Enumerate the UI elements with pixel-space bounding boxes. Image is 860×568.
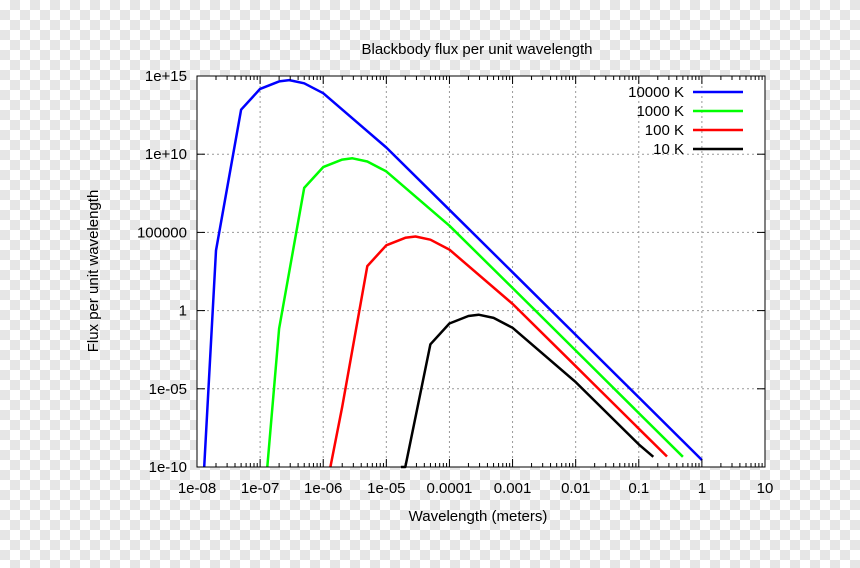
y-tick-label: 1e+15 [145, 68, 187, 85]
x-tick-label: 0.001 [494, 480, 532, 497]
y-tick-label: 100000 [137, 224, 187, 241]
series-line [266, 157, 684, 468]
series-line [202, 78, 703, 468]
x-axis-label: Wavelength (meters) [409, 508, 548, 525]
x-tick-label: 1e-06 [304, 480, 342, 497]
legend-label: 100 K [645, 122, 684, 139]
x-tick-label: 1e-07 [241, 480, 279, 497]
grid [197, 76, 765, 467]
x-tick-label: 0.01 [561, 480, 590, 497]
x-tick-label: 1e-05 [367, 480, 405, 497]
plot-frame [196, 75, 766, 468]
legend: 10000 K 1000 K 100 K 10 K [628, 84, 743, 158]
y-tick-label: 1e+10 [145, 146, 187, 163]
x-tick-label: 0.1 [628, 480, 649, 497]
series-line [329, 235, 668, 468]
x-tick-label: 10 [757, 480, 774, 497]
y-axis-label: Flux per unit wavelength [85, 190, 102, 353]
legend-label: 1000 K [636, 103, 684, 120]
series-lines [202, 78, 703, 469]
legend-label: 10 K [653, 141, 684, 158]
y-tick-label: 1e-05 [149, 381, 187, 398]
y-tick-label: 1e-10 [149, 459, 187, 476]
x-tick-label: 1e-08 [178, 480, 216, 497]
plot-background [197, 76, 765, 467]
y-tick-labels: 1e-10 1e-05 1 100000 1e+10 1e+15 [137, 68, 187, 476]
legend-label: 10000 K [628, 84, 684, 101]
series-line [400, 313, 655, 469]
x-tick-label: 1 [698, 480, 706, 497]
x-tick-label: 0.0001 [426, 480, 472, 497]
y-tick-label: 1 [179, 303, 187, 320]
x-tick-labels: 1e-08 1e-07 1e-06 1e-05 0.0001 0.001 0.01 0.1 1 1… [178, 480, 774, 497]
chart-title: Blackbody flux per unit wavelength [362, 41, 593, 58]
tick-marks [196, 75, 766, 468]
